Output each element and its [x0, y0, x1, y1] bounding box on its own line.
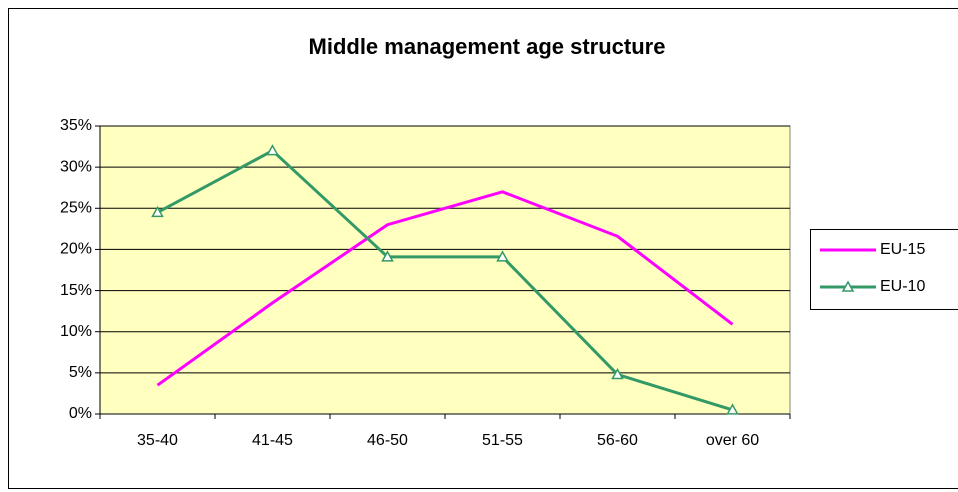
x-tick-label: 35-40 — [137, 432, 178, 449]
y-tick-label: 0% — [69, 405, 92, 422]
x-tick-label: 46-50 — [367, 432, 408, 449]
line-series — [156, 190, 734, 387]
legend-box — [810, 229, 958, 310]
legend-marker — [841, 280, 855, 292]
x-tick-label: 56-60 — [597, 432, 638, 449]
y-tick-label: 25% — [60, 200, 92, 217]
point-marker — [381, 250, 394, 262]
y-tick-label: 35% — [60, 117, 92, 134]
x-tick-label: 41-45 — [252, 432, 293, 449]
plot-area — [99, 125, 791, 415]
point-marker — [611, 367, 624, 380]
point-marker — [726, 403, 739, 415]
point-marker — [496, 250, 509, 262]
chart-title: Middle management age structure — [309, 34, 666, 59]
y-tick-label: 5% — [69, 364, 92, 381]
point-marker — [151, 205, 164, 218]
y-tick-label: 20% — [60, 241, 92, 258]
y-tick-label: 30% — [60, 158, 92, 175]
y-tick-label: 10% — [60, 323, 92, 340]
x-tick-label: 51-55 — [482, 432, 523, 449]
legend-label: EU-15 — [880, 241, 925, 258]
x-tick-label: over 60 — [706, 432, 759, 449]
point-marker — [266, 144, 279, 156]
y-tick-label: 15% — [60, 282, 92, 299]
line-series — [156, 148, 733, 412]
legend-label: EU-10 — [880, 278, 925, 295]
